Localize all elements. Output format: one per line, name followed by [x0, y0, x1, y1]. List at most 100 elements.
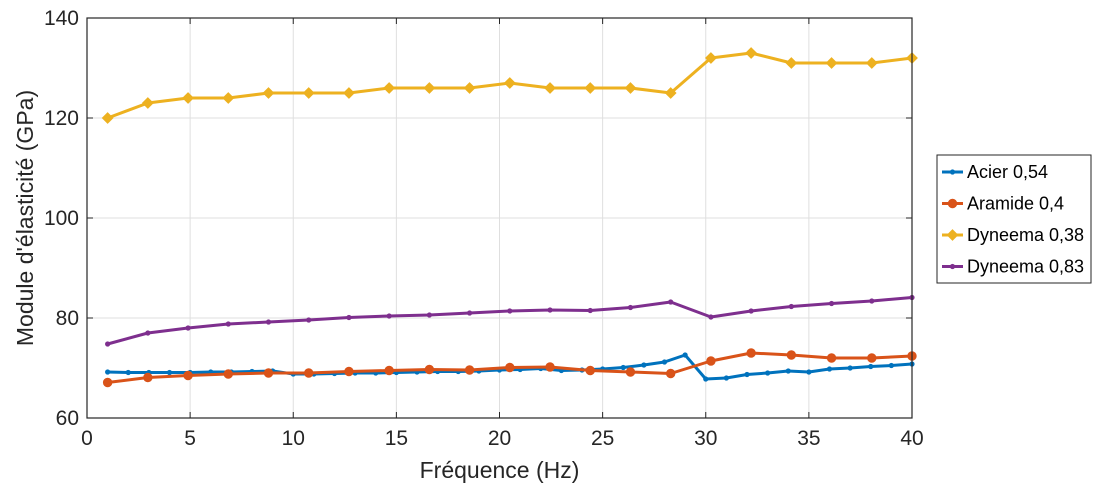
data-point — [585, 365, 595, 376]
data-point — [706, 356, 716, 366]
legend-item: Dyneema 0,83 — [942, 257, 1084, 277]
data-point — [867, 353, 877, 363]
data-point — [665, 368, 676, 379]
legend: Acier 0,54 Aramide 0,4 Dyneema 0,38 Dyneema… — [936, 154, 1092, 284]
data-point — [102, 377, 113, 388]
legend-label: Dyneema 0,38 — [967, 225, 1084, 245]
data-point — [547, 307, 553, 313]
data-point — [584, 82, 597, 94]
legend-label: Dyneema 0,83 — [967, 257, 1084, 277]
data-point — [426, 312, 432, 318]
legend-swatch-marker — [947, 198, 958, 209]
data-point — [785, 57, 798, 69]
data-point — [627, 304, 634, 311]
data-point — [105, 341, 111, 347]
x-axis-title: Fréquence (Hz) — [420, 457, 580, 483]
data-point — [785, 368, 791, 374]
data-point — [765, 370, 771, 376]
data-point — [788, 303, 794, 310]
data-point — [869, 298, 875, 304]
x-tick-label: 5 — [184, 427, 196, 450]
data-point — [748, 308, 754, 314]
data-point — [544, 82, 556, 94]
data-point — [826, 353, 837, 363]
data-point — [141, 97, 154, 109]
data-point — [262, 87, 275, 99]
data-point — [466, 310, 473, 316]
legend-label: Acier 0,54 — [967, 162, 1048, 182]
y-tick-label: 60 — [56, 407, 79, 430]
data-point — [507, 308, 513, 314]
y-tick-label: 140 — [44, 7, 79, 30]
data-point — [386, 313, 392, 319]
data-point — [185, 325, 191, 331]
data-point — [545, 362, 555, 372]
y-tick-label: 120 — [44, 107, 79, 130]
data-point — [641, 362, 647, 368]
y-axis-title: Module d'élasticité (GPa) — [12, 90, 38, 346]
data-point — [463, 82, 476, 94]
data-point — [105, 369, 111, 375]
data-point — [225, 321, 231, 327]
data-point — [265, 319, 272, 325]
data-point — [182, 92, 194, 104]
data-point — [423, 82, 436, 94]
data-point — [682, 352, 688, 358]
data-point — [704, 52, 717, 64]
legend-item: Aramide 0,4 — [942, 194, 1064, 214]
x-tick-label: 40 — [900, 427, 923, 450]
legend-swatch-marker — [949, 169, 956, 175]
data-point — [865, 57, 878, 69]
data-point — [223, 369, 233, 379]
data-point — [166, 369, 173, 376]
data-point — [384, 365, 394, 376]
tick-labels: 0 5 10 15 20 25 30 35 40 60 80 100 120 140 — [44, 7, 924, 450]
data-point — [464, 365, 475, 375]
legend-item: Dyneema 0,38 — [942, 225, 1084, 245]
y-tick-label: 100 — [44, 207, 79, 230]
data-point — [664, 87, 677, 99]
data-point — [306, 317, 312, 323]
series-3 — [101, 47, 918, 124]
series-4 — [105, 294, 915, 347]
data-point — [424, 364, 435, 375]
x-tick-label: 35 — [797, 427, 820, 450]
data-point — [786, 350, 797, 360]
y-tick-label: 80 — [56, 307, 79, 330]
series-layer — [101, 47, 918, 388]
data-point — [826, 366, 833, 372]
data-point — [744, 371, 750, 378]
series-2 — [102, 348, 917, 388]
data-point — [723, 375, 729, 381]
x-tick-label: 0 — [81, 427, 93, 450]
data-point — [868, 363, 874, 370]
data-point — [125, 369, 131, 376]
legend-label: Aramide 0,4 — [967, 194, 1064, 214]
data-point — [661, 359, 668, 365]
data-point — [888, 362, 894, 369]
x-tick-label: 10 — [282, 427, 305, 450]
data-point — [302, 87, 315, 99]
data-point — [624, 82, 637, 94]
data-point — [806, 369, 812, 375]
legend-swatch-marker — [949, 263, 956, 270]
data-point — [708, 314, 714, 320]
data-point — [847, 365, 853, 371]
x-tick-label: 15 — [385, 427, 408, 450]
legend-swatch-marker — [946, 229, 959, 241]
data-point — [668, 299, 674, 305]
data-point — [346, 314, 352, 321]
data-point — [503, 77, 516, 89]
data-point — [620, 364, 626, 371]
data-point — [143, 372, 153, 383]
x-tick-label: 20 — [488, 427, 511, 450]
x-tick-label: 30 — [694, 427, 717, 450]
x-tick-label: 25 — [591, 427, 614, 450]
legend-box — [936, 154, 1092, 284]
data-point — [745, 47, 758, 59]
data-point — [828, 300, 835, 307]
data-point — [343, 87, 355, 99]
data-point — [183, 370, 193, 381]
data-point — [625, 367, 636, 377]
